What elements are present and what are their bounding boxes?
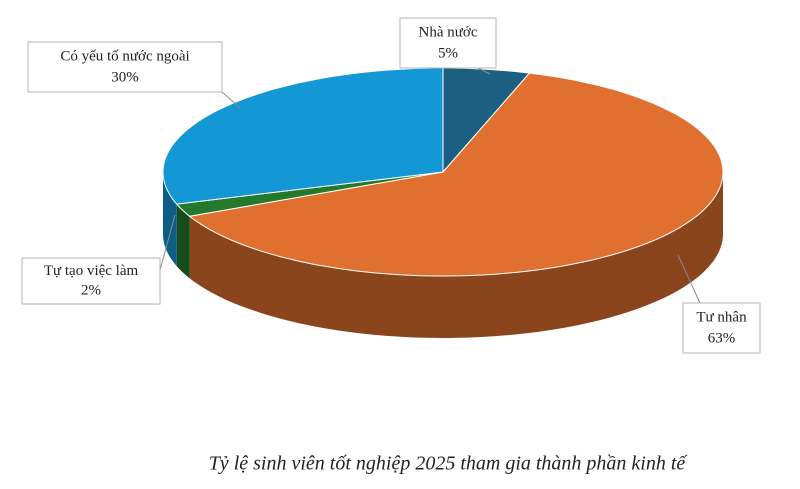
category-label: Nhà nước	[419, 24, 478, 40]
leader-line	[677, 254, 701, 304]
slice-side	[163, 172, 177, 267]
leader-lines	[159, 67, 701, 304]
label-box	[682, 302, 761, 354]
labels: Nhà nước 5% Tư nhân 63% Tự tạo việc làm 2% Có …	[21, 17, 761, 354]
category-label: Có yếu tố nước ngoài	[60, 48, 189, 64]
category-label: Tư nhân	[696, 309, 747, 325]
leader-line	[221, 91, 241, 109]
value-label: 30%	[111, 69, 139, 85]
value-label: 63%	[708, 330, 736, 346]
chart-title: Tỷ lệ sinh viên tốt nghiệp 2025 tham gia…	[209, 453, 689, 475]
label-box	[21, 257, 161, 305]
label-box	[399, 17, 497, 69]
value-label: 5%	[438, 45, 458, 61]
slice	[162, 67, 444, 205]
slice-side	[189, 172, 724, 338]
slice-side	[176, 204, 190, 279]
value-label: 2%	[81, 283, 101, 299]
pie-sides	[163, 172, 724, 338]
category-label: Tự tạo việc làm	[44, 263, 139, 279]
slice	[188, 72, 724, 277]
leader-line	[477, 67, 491, 75]
leader-line	[159, 214, 176, 271]
label-box	[27, 41, 223, 93]
pie-tops	[162, 67, 724, 277]
